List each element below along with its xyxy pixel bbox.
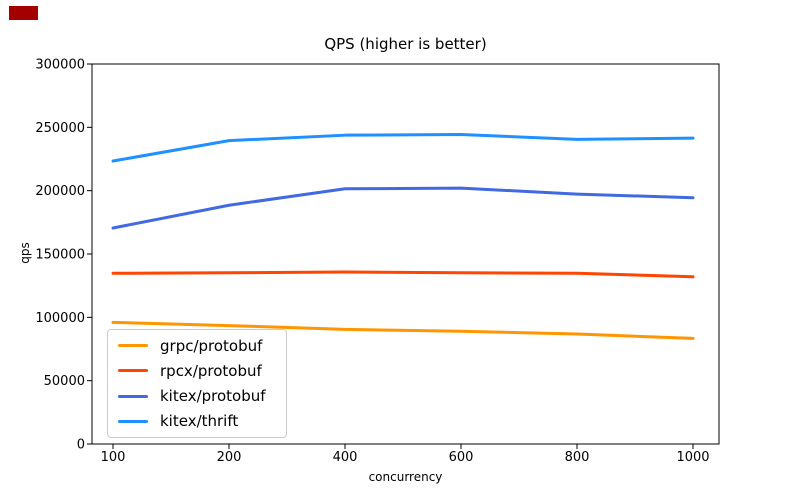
legend-item: grpc/protobuf <box>108 333 286 358</box>
line-kitex-protobuf <box>111 186 695 230</box>
red-marker-badge <box>9 6 38 20</box>
legend-label: kitex/protobuf <box>160 387 266 406</box>
legend-swatch <box>118 344 148 348</box>
x-tick-label: 200 <box>217 450 242 465</box>
legend-item: rpcx/protobuf <box>108 358 286 383</box>
legend-label: grpc/protobuf <box>160 336 263 355</box>
x-tick-label: 1000 <box>676 450 709 465</box>
axes-spines <box>91 63 720 445</box>
line-kitex-thrift <box>111 133 695 163</box>
line-grpc-protobuf <box>111 320 695 340</box>
y-tick-label: 0 <box>77 438 85 453</box>
x-tick-label: 800 <box>565 450 590 465</box>
y-tick-label: 150000 <box>35 248 85 263</box>
line-rpcx-protobuf <box>111 270 695 279</box>
x-tick-label: 100 <box>101 450 126 465</box>
legend-swatch <box>118 394 148 398</box>
legend-item: kitex/protobuf <box>108 384 286 409</box>
legend-label: kitex/thrift <box>160 412 239 431</box>
legend: grpc/protobuf rpcx/protobuf kitex/protobuf… <box>107 329 287 438</box>
legend-swatch <box>118 369 148 373</box>
y-tick-label: 50000 <box>44 374 85 389</box>
y-tick-label: 200000 <box>35 184 85 199</box>
y-tick-label: 250000 <box>35 121 85 136</box>
y-tick-label: 300000 <box>35 58 85 73</box>
legend-swatch <box>118 419 148 423</box>
legend-label: rpcx/protobuf <box>160 361 262 380</box>
y-axis-label: qps <box>18 242 32 264</box>
y-tick-label: 100000 <box>35 311 85 326</box>
x-tick-label: 400 <box>333 450 358 465</box>
legend-item: kitex/thrift <box>108 409 286 434</box>
x-tick-label: 600 <box>449 450 474 465</box>
x-axis-label: concurrency <box>368 470 443 484</box>
chart-title: QPS (higher is better) <box>324 35 487 53</box>
